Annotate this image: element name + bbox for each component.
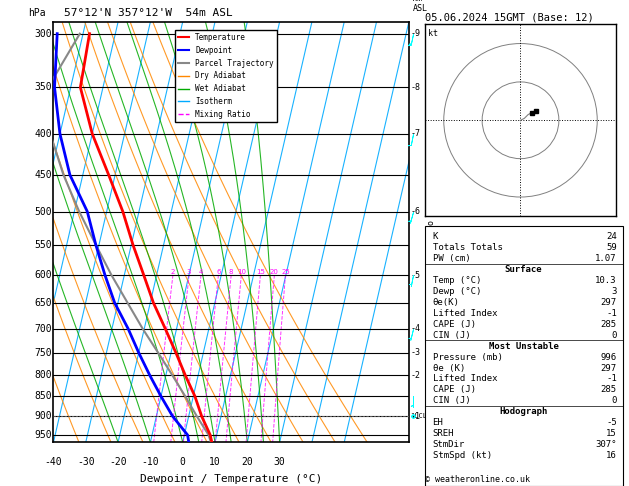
- Text: 4: 4: [199, 269, 203, 275]
- Text: Totals Totals: Totals Totals: [433, 243, 503, 252]
- Text: 57°12'N 357°12'W  54m ASL: 57°12'N 357°12'W 54m ASL: [64, 8, 233, 17]
- Text: Mixing Ratio (g/kg): Mixing Ratio (g/kg): [428, 185, 437, 279]
- Text: 15: 15: [606, 429, 617, 438]
- Text: StmSpd (kt): StmSpd (kt): [433, 451, 492, 460]
- Text: 700: 700: [34, 324, 52, 334]
- Text: km
ASL: km ASL: [413, 0, 427, 14]
- Text: Lifted Index: Lifted Index: [433, 374, 497, 383]
- Text: 20: 20: [242, 457, 253, 467]
- Text: -1: -1: [411, 412, 421, 421]
- Text: 0: 0: [180, 457, 186, 467]
- Text: 600: 600: [34, 270, 52, 280]
- Text: 900: 900: [34, 411, 52, 421]
- Text: StmDir: StmDir: [433, 440, 465, 449]
- Text: Lifted Index: Lifted Index: [433, 309, 497, 318]
- Text: -7: -7: [411, 129, 421, 139]
- Text: 05.06.2024 15GMT (Base: 12): 05.06.2024 15GMT (Base: 12): [425, 12, 593, 22]
- Text: 800: 800: [34, 370, 52, 380]
- Text: 450: 450: [34, 170, 52, 180]
- Text: 300: 300: [34, 29, 52, 39]
- Text: Dewpoint / Temperature (°C): Dewpoint / Temperature (°C): [140, 474, 322, 484]
- Text: 3: 3: [611, 287, 617, 296]
- Text: kt: kt: [428, 29, 438, 38]
- Text: 285: 285: [601, 385, 617, 394]
- Text: 285: 285: [601, 320, 617, 329]
- Text: 16: 16: [606, 451, 617, 460]
- Text: Dewp (°C): Dewp (°C): [433, 287, 481, 296]
- Text: Most Unstable: Most Unstable: [489, 342, 559, 351]
- Text: PW (cm): PW (cm): [433, 254, 470, 263]
- Text: 350: 350: [34, 82, 52, 92]
- Text: Pressure (mb): Pressure (mb): [433, 353, 503, 362]
- Text: 0: 0: [611, 396, 617, 405]
- Text: Temp (°C): Temp (°C): [433, 276, 481, 285]
- Text: 550: 550: [34, 240, 52, 250]
- Text: © weatheronline.co.uk: © weatheronline.co.uk: [425, 474, 530, 484]
- Text: 950: 950: [34, 430, 52, 440]
- Text: 1.07: 1.07: [595, 254, 617, 263]
- Text: 8: 8: [229, 269, 233, 275]
- Text: θe(K): θe(K): [433, 298, 459, 307]
- Text: Hodograph: Hodograph: [499, 407, 548, 416]
- Text: 500: 500: [34, 207, 52, 217]
- Text: 10: 10: [209, 457, 221, 467]
- Text: 650: 650: [34, 298, 52, 308]
- Text: hPa: hPa: [28, 8, 46, 17]
- Text: 307°: 307°: [595, 440, 617, 449]
- Text: -4: -4: [411, 324, 421, 333]
- Text: 850: 850: [34, 391, 52, 401]
- Text: 2: 2: [170, 269, 175, 275]
- Text: 0: 0: [611, 331, 617, 340]
- Text: 10.3: 10.3: [595, 276, 617, 285]
- Text: -3: -3: [411, 348, 421, 357]
- Text: 24: 24: [606, 232, 617, 242]
- Text: 297: 297: [601, 364, 617, 373]
- Text: 6: 6: [216, 269, 221, 275]
- Text: -8: -8: [411, 83, 421, 92]
- Text: -2: -2: [411, 371, 421, 380]
- Text: 750: 750: [34, 347, 52, 358]
- Text: θe (K): θe (K): [433, 364, 465, 373]
- Text: 400: 400: [34, 129, 52, 139]
- Text: -20: -20: [109, 457, 127, 467]
- Text: CIN (J): CIN (J): [433, 331, 470, 340]
- Text: 25: 25: [281, 269, 290, 275]
- Text: -10: -10: [142, 457, 159, 467]
- Text: EH: EH: [433, 418, 443, 427]
- Text: 3: 3: [187, 269, 191, 275]
- Text: K: K: [433, 232, 438, 242]
- Text: -1: -1: [606, 309, 617, 318]
- Text: 297: 297: [601, 298, 617, 307]
- Text: -6: -6: [411, 207, 421, 216]
- Text: -30: -30: [77, 457, 94, 467]
- Text: 20: 20: [270, 269, 279, 275]
- Text: SREH: SREH: [433, 429, 454, 438]
- Text: CIN (J): CIN (J): [433, 396, 470, 405]
- Text: 59: 59: [606, 243, 617, 252]
- Text: CAPE (J): CAPE (J): [433, 320, 476, 329]
- FancyBboxPatch shape: [425, 226, 623, 486]
- Text: 1LCL: 1LCL: [411, 413, 428, 419]
- Text: 30: 30: [274, 457, 286, 467]
- Text: 15: 15: [256, 269, 265, 275]
- Text: 10: 10: [237, 269, 246, 275]
- Text: -40: -40: [45, 457, 62, 467]
- Text: -1: -1: [606, 374, 617, 383]
- Text: -5: -5: [411, 271, 421, 279]
- Legend: Temperature, Dewpoint, Parcel Trajectory, Dry Adiabat, Wet Adiabat, Isotherm, Mi: Temperature, Dewpoint, Parcel Trajectory…: [175, 30, 277, 122]
- Text: CAPE (J): CAPE (J): [433, 385, 476, 394]
- Text: -9: -9: [411, 29, 421, 38]
- Text: Surface: Surface: [505, 265, 542, 274]
- Text: 996: 996: [601, 353, 617, 362]
- Text: -5: -5: [606, 418, 617, 427]
